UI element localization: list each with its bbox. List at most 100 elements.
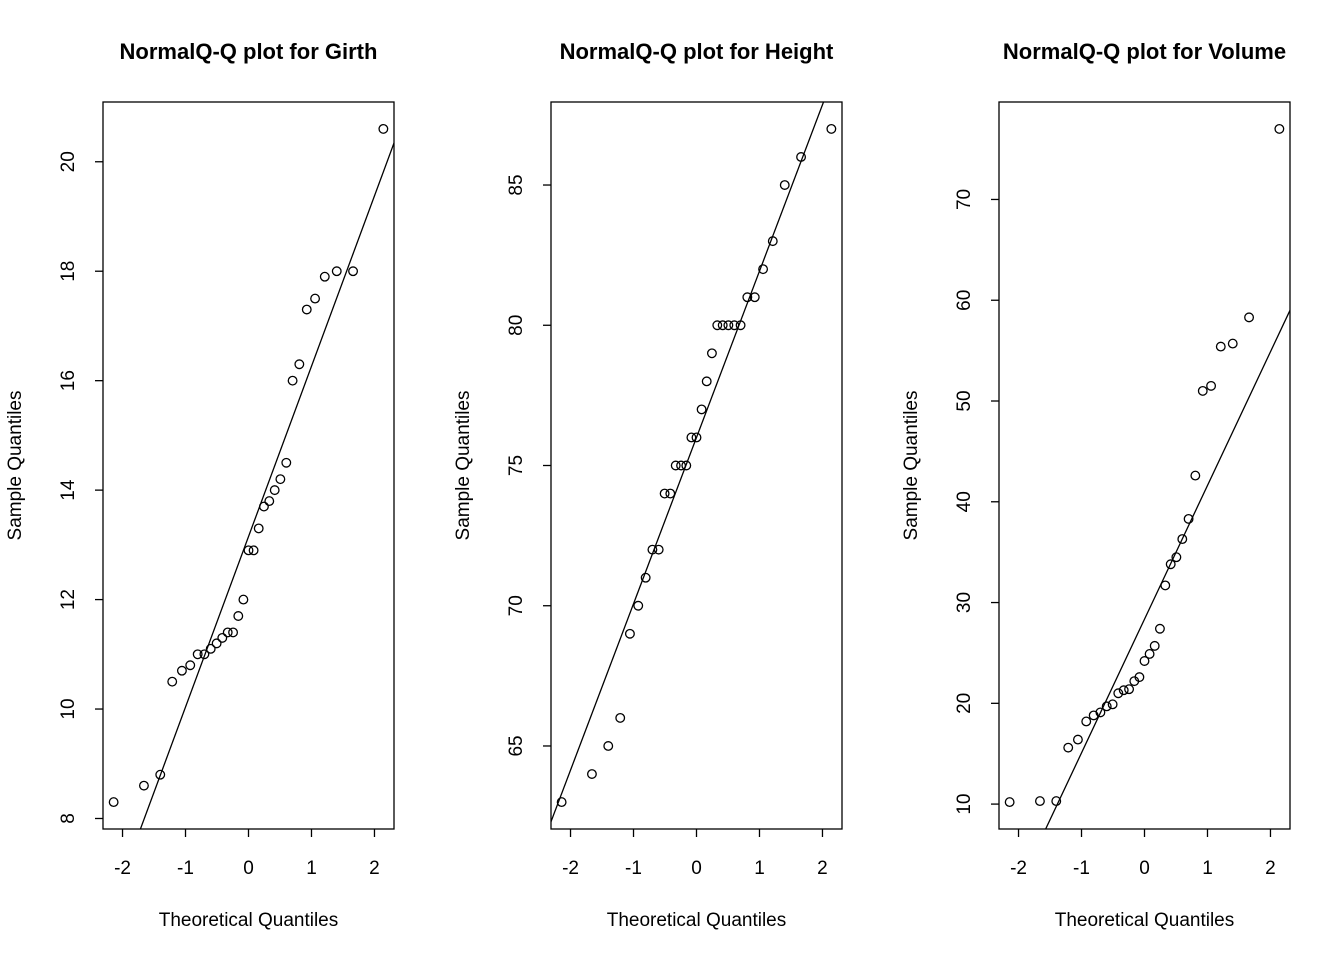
y-tick-label: 10 <box>58 698 79 719</box>
x-tick-label: -2 <box>114 858 131 879</box>
x-tick-label: -2 <box>1010 858 1027 879</box>
point <box>1113 688 1124 699</box>
y-axis-label: Sample Quantiles <box>453 391 474 541</box>
point <box>742 292 753 303</box>
point <box>1081 716 1092 727</box>
x-tick-label: -1 <box>1073 858 1090 879</box>
point <box>670 460 681 471</box>
point <box>176 665 187 676</box>
point <box>248 545 259 556</box>
point <box>211 638 222 649</box>
point <box>556 797 567 808</box>
point <box>1165 559 1176 570</box>
point <box>676 460 687 471</box>
point <box>653 544 664 555</box>
point <box>1144 648 1155 659</box>
y-tick-label: 70 <box>954 189 975 210</box>
point <box>1072 734 1083 745</box>
point <box>1124 684 1135 695</box>
y-tick-label: 10 <box>954 794 975 815</box>
point <box>749 292 760 303</box>
point <box>758 264 769 275</box>
point <box>1004 797 1015 808</box>
y-tick-label: 12 <box>58 589 79 610</box>
point <box>640 572 651 583</box>
point <box>696 404 707 415</box>
y-tick-label: 14 <box>58 479 79 501</box>
x-tick-label: 1 <box>306 858 317 879</box>
chart-title: NormalQ-Q plot for Height <box>560 39 834 64</box>
point <box>108 797 119 808</box>
x-tick-label: 2 <box>817 858 828 879</box>
point <box>253 523 264 534</box>
y-tick-label: 85 <box>506 174 527 195</box>
point <box>691 432 702 443</box>
y-tick-label: 75 <box>506 455 527 476</box>
point <box>1274 123 1285 134</box>
point <box>217 632 228 643</box>
point <box>1095 707 1106 718</box>
point <box>222 627 233 638</box>
point <box>233 611 244 621</box>
x-tick-label: 2 <box>369 858 380 879</box>
x-tick-label: 0 <box>1139 858 1150 879</box>
point <box>1118 685 1129 696</box>
point <box>243 545 254 556</box>
point <box>228 627 239 638</box>
point <box>205 643 216 654</box>
point <box>1215 341 1226 352</box>
x-tick-label: 0 <box>691 858 702 879</box>
point <box>281 457 292 468</box>
point <box>275 474 286 485</box>
point <box>701 376 712 387</box>
point <box>348 266 359 277</box>
point <box>1171 552 1182 563</box>
y-tick-label: 65 <box>506 735 527 756</box>
point <box>1107 699 1118 710</box>
point <box>1139 656 1150 666</box>
x-tick-label: 0 <box>243 858 254 879</box>
point <box>723 320 734 331</box>
point <box>1160 580 1171 591</box>
plot-frame <box>998 101 1291 830</box>
x-tick-label: 2 <box>1265 858 1276 879</box>
point <box>796 152 807 162</box>
point <box>301 304 312 315</box>
point <box>633 600 644 611</box>
point <box>185 660 196 671</box>
point <box>1190 470 1201 481</box>
point <box>717 320 728 331</box>
point <box>258 501 269 512</box>
x-tick-label: -2 <box>562 858 579 879</box>
point <box>1206 380 1217 391</box>
y-tick-label: 70 <box>506 595 527 616</box>
point <box>729 320 740 331</box>
point <box>138 780 149 791</box>
point <box>310 293 321 304</box>
point <box>767 236 778 247</box>
point <box>1244 312 1255 323</box>
point <box>192 649 203 660</box>
point <box>615 712 626 723</box>
point <box>319 271 330 282</box>
y-tick-label: 16 <box>58 370 79 391</box>
point <box>779 180 790 190</box>
x-axis-label: Theoretical Quantiles <box>159 910 339 931</box>
point <box>167 676 178 687</box>
point <box>331 266 342 277</box>
point <box>1034 796 1045 807</box>
point <box>264 496 275 507</box>
point <box>586 769 597 779</box>
point <box>287 375 298 386</box>
point <box>1149 640 1160 651</box>
point <box>1154 623 1165 634</box>
point <box>647 544 658 555</box>
y-tick-label: 50 <box>954 390 975 411</box>
point <box>1051 796 1062 807</box>
point <box>603 741 614 751</box>
point <box>199 649 210 660</box>
point <box>155 769 166 780</box>
point <box>1227 338 1238 349</box>
